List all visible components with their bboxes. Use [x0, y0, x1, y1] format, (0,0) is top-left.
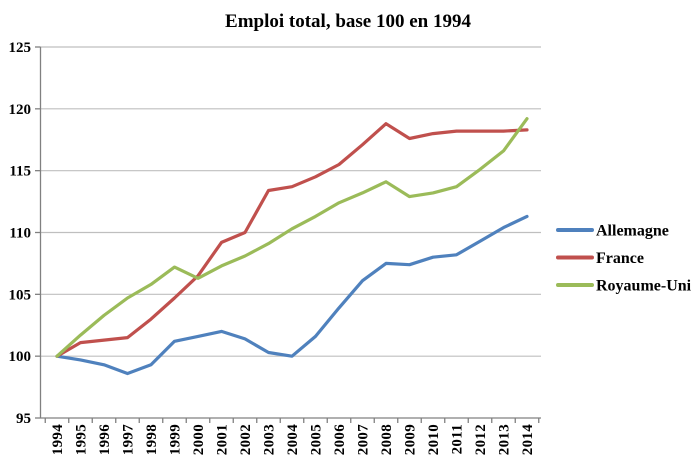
y-axis-label: 110: [9, 226, 31, 242]
legend-item-allemagne: Allemagne: [556, 223, 669, 240]
x-axis-label: 2012: [473, 424, 489, 455]
gridlines: [40, 46, 541, 357]
x-axis-label: 1997: [121, 424, 137, 455]
y-axis-label: 100: [9, 349, 32, 365]
legend-label: Allemagne: [596, 223, 669, 240]
y-axis-label: 125: [9, 40, 32, 56]
x-axis-label: 1994: [50, 424, 66, 455]
x-axis-label: 2011: [450, 424, 466, 454]
axes: [35, 46, 541, 423]
x-axis-label: 2013: [497, 424, 513, 455]
chart-title: Emploi total, base 100 en 1994: [225, 11, 471, 32]
axis-labels: 95 100 105 110 115 120 125 1994 1995 1996 1997 1998…: [9, 40, 537, 455]
legend-label: Royaume-Uni: [596, 278, 692, 295]
x-axis-label: 2005: [309, 424, 325, 455]
legend-label: France: [596, 250, 644, 267]
y-axis-label: 120: [9, 102, 32, 118]
x-axis-label: 2006: [332, 424, 348, 455]
x-axis-label: 2000: [191, 424, 207, 455]
x-axis-label: 2008: [379, 424, 395, 455]
series-line-allemagne: [55, 214, 529, 376]
x-axis-label: 2007: [356, 424, 372, 455]
x-axis-label: 2004: [285, 424, 301, 455]
x-axis-label: 2010: [426, 424, 442, 455]
x-axis-label: 2009: [403, 424, 419, 455]
legend-item-royaume-uni: Royaume-Uni: [556, 278, 692, 295]
series-line-royaume-uni: [55, 117, 529, 358]
x-axis-label: 1995: [74, 424, 90, 455]
y-axis-label: 115: [9, 164, 31, 180]
legend-item-france: France: [556, 250, 644, 267]
x-axis-label: 2002: [238, 424, 254, 455]
x-axis-label: 1996: [97, 424, 113, 455]
x-axis-label: 1998: [144, 424, 160, 455]
x-axis-label: 2003: [262, 424, 278, 455]
y-axis-label: 105: [9, 287, 32, 303]
y-axis-label: 95: [16, 411, 31, 427]
x-axis-label: 1999: [168, 424, 184, 455]
series-line-france: [55, 122, 529, 358]
legend: Allemagne France Royaume-Uni: [556, 223, 692, 295]
series-lines: [55, 117, 529, 376]
x-axis-label: 2014: [520, 424, 536, 455]
x-axis-label: 2001: [215, 424, 231, 455]
